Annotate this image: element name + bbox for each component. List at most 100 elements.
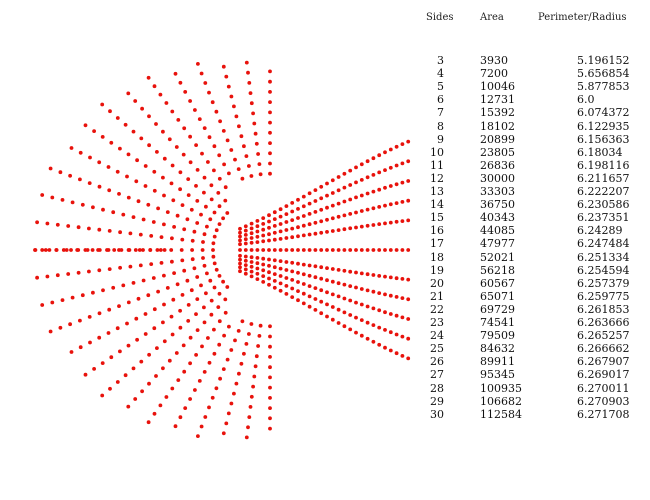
diagram-dot [190,238,195,243]
diagram-dot [348,284,353,288]
diagram-dot [365,223,370,228]
diagram-dot [151,276,156,280]
diagram-dot [126,195,131,200]
diagram-dot [325,278,329,283]
diagram-dot [119,248,124,252]
diagram-dot [406,159,411,164]
diagram-dot [227,171,231,176]
diagram-dot [165,210,170,215]
diagram-dot [112,248,117,252]
cell-ratio: 6.251334 [577,250,630,264]
cell-area: 26836 [480,158,515,172]
diagram-dot [284,268,289,272]
diagram-dot [247,81,252,85]
diagram-dot [107,307,112,312]
diagram-dot [156,289,161,294]
diagram-dot [92,129,96,134]
diagram-dot [284,204,289,209]
diagram-dot [406,198,411,203]
cell-sides: 9 [437,132,444,146]
diagram-dot [377,342,382,347]
diagram-dot [261,274,266,278]
diagram-dot [354,210,358,215]
diagram-dot [171,297,176,302]
diagram-dot [117,192,121,196]
diagram-dot [216,305,221,309]
cell-ratio: 6.254594 [577,263,630,277]
diagram-dot [140,106,145,111]
diagram-dot [371,339,376,344]
table-row: 20 60567 6.257379 [0,277,650,290]
diagram-dot [232,104,236,109]
diagram-dot [181,343,186,348]
diagram-dot [296,207,300,211]
cell-sides: 24 [430,329,444,343]
diagram-dot [301,262,306,267]
diagram-dot [243,254,248,259]
diagram-dot [200,344,204,349]
diagram-dot [47,248,52,252]
diagram-dot [189,288,194,293]
diagram-dot [242,351,246,356]
diagram-dot [249,255,254,260]
diagram-dot [336,307,341,312]
diagram-dot [313,286,318,290]
diagram-dot [195,275,200,279]
diagram-dot [227,324,231,329]
diagram-dot [214,267,219,272]
diagram-dot [342,185,347,190]
diagram-dot [152,188,157,193]
diagram-dot [76,225,81,230]
diagram-dot [290,209,295,214]
cell-ratio: 6.24289 [577,224,623,238]
diagram-dot [97,268,102,273]
diagram-dot [173,424,178,429]
diagram-dot [301,301,306,306]
diagram-dot [268,161,272,166]
header-sides: Sides [426,12,454,23]
diagram-dot [204,291,208,296]
table-row: 8 18102 6.122935 [0,120,650,133]
diagram-dot [342,171,347,176]
diagram-dot [249,226,254,231]
diagram-dot [406,297,411,302]
diagram-dot [313,199,318,203]
table-row: 10 23805 6.18034 [0,146,650,159]
diagram-dot [406,139,411,144]
cell-sides: 26 [430,355,444,369]
diagram-dot [354,180,358,185]
diagram-dot [172,271,177,275]
cell-sides: 21 [430,289,444,303]
diagram-dot [205,224,209,229]
diagram-dot [354,270,358,275]
diagram-dot [202,305,206,310]
diagram-dot [400,248,405,252]
diagram-dot [118,349,122,354]
diagram-dot [249,264,254,269]
diagram-dot [348,226,353,231]
diagram-dot [290,218,295,223]
diagram-dot [169,314,174,319]
diagram-dot [249,248,254,252]
diagram-dot [394,295,399,299]
diagram-dot [388,293,393,298]
diagram-dot [296,289,300,293]
diagram-dot [107,188,112,193]
diagram-dot [202,190,206,195]
diagram-dot [136,199,141,204]
diagram-dot [170,386,175,391]
cell-area: 47977 [480,237,515,251]
diagram-dot [143,332,148,336]
diagram-dot [296,248,300,252]
diagram-dot [267,263,271,268]
cell-ratio: 6.222207 [577,185,630,198]
diagram-dot [64,248,69,252]
diagram-dot [178,187,183,192]
diagram-dot [221,129,226,133]
table-row: 6 12731 6.0 [0,93,650,106]
diagram-dot [162,193,166,198]
diagram-dot [388,312,393,316]
diagram-dot [255,271,260,276]
diagram-dot [162,273,166,278]
diagram-dot [400,200,405,204]
